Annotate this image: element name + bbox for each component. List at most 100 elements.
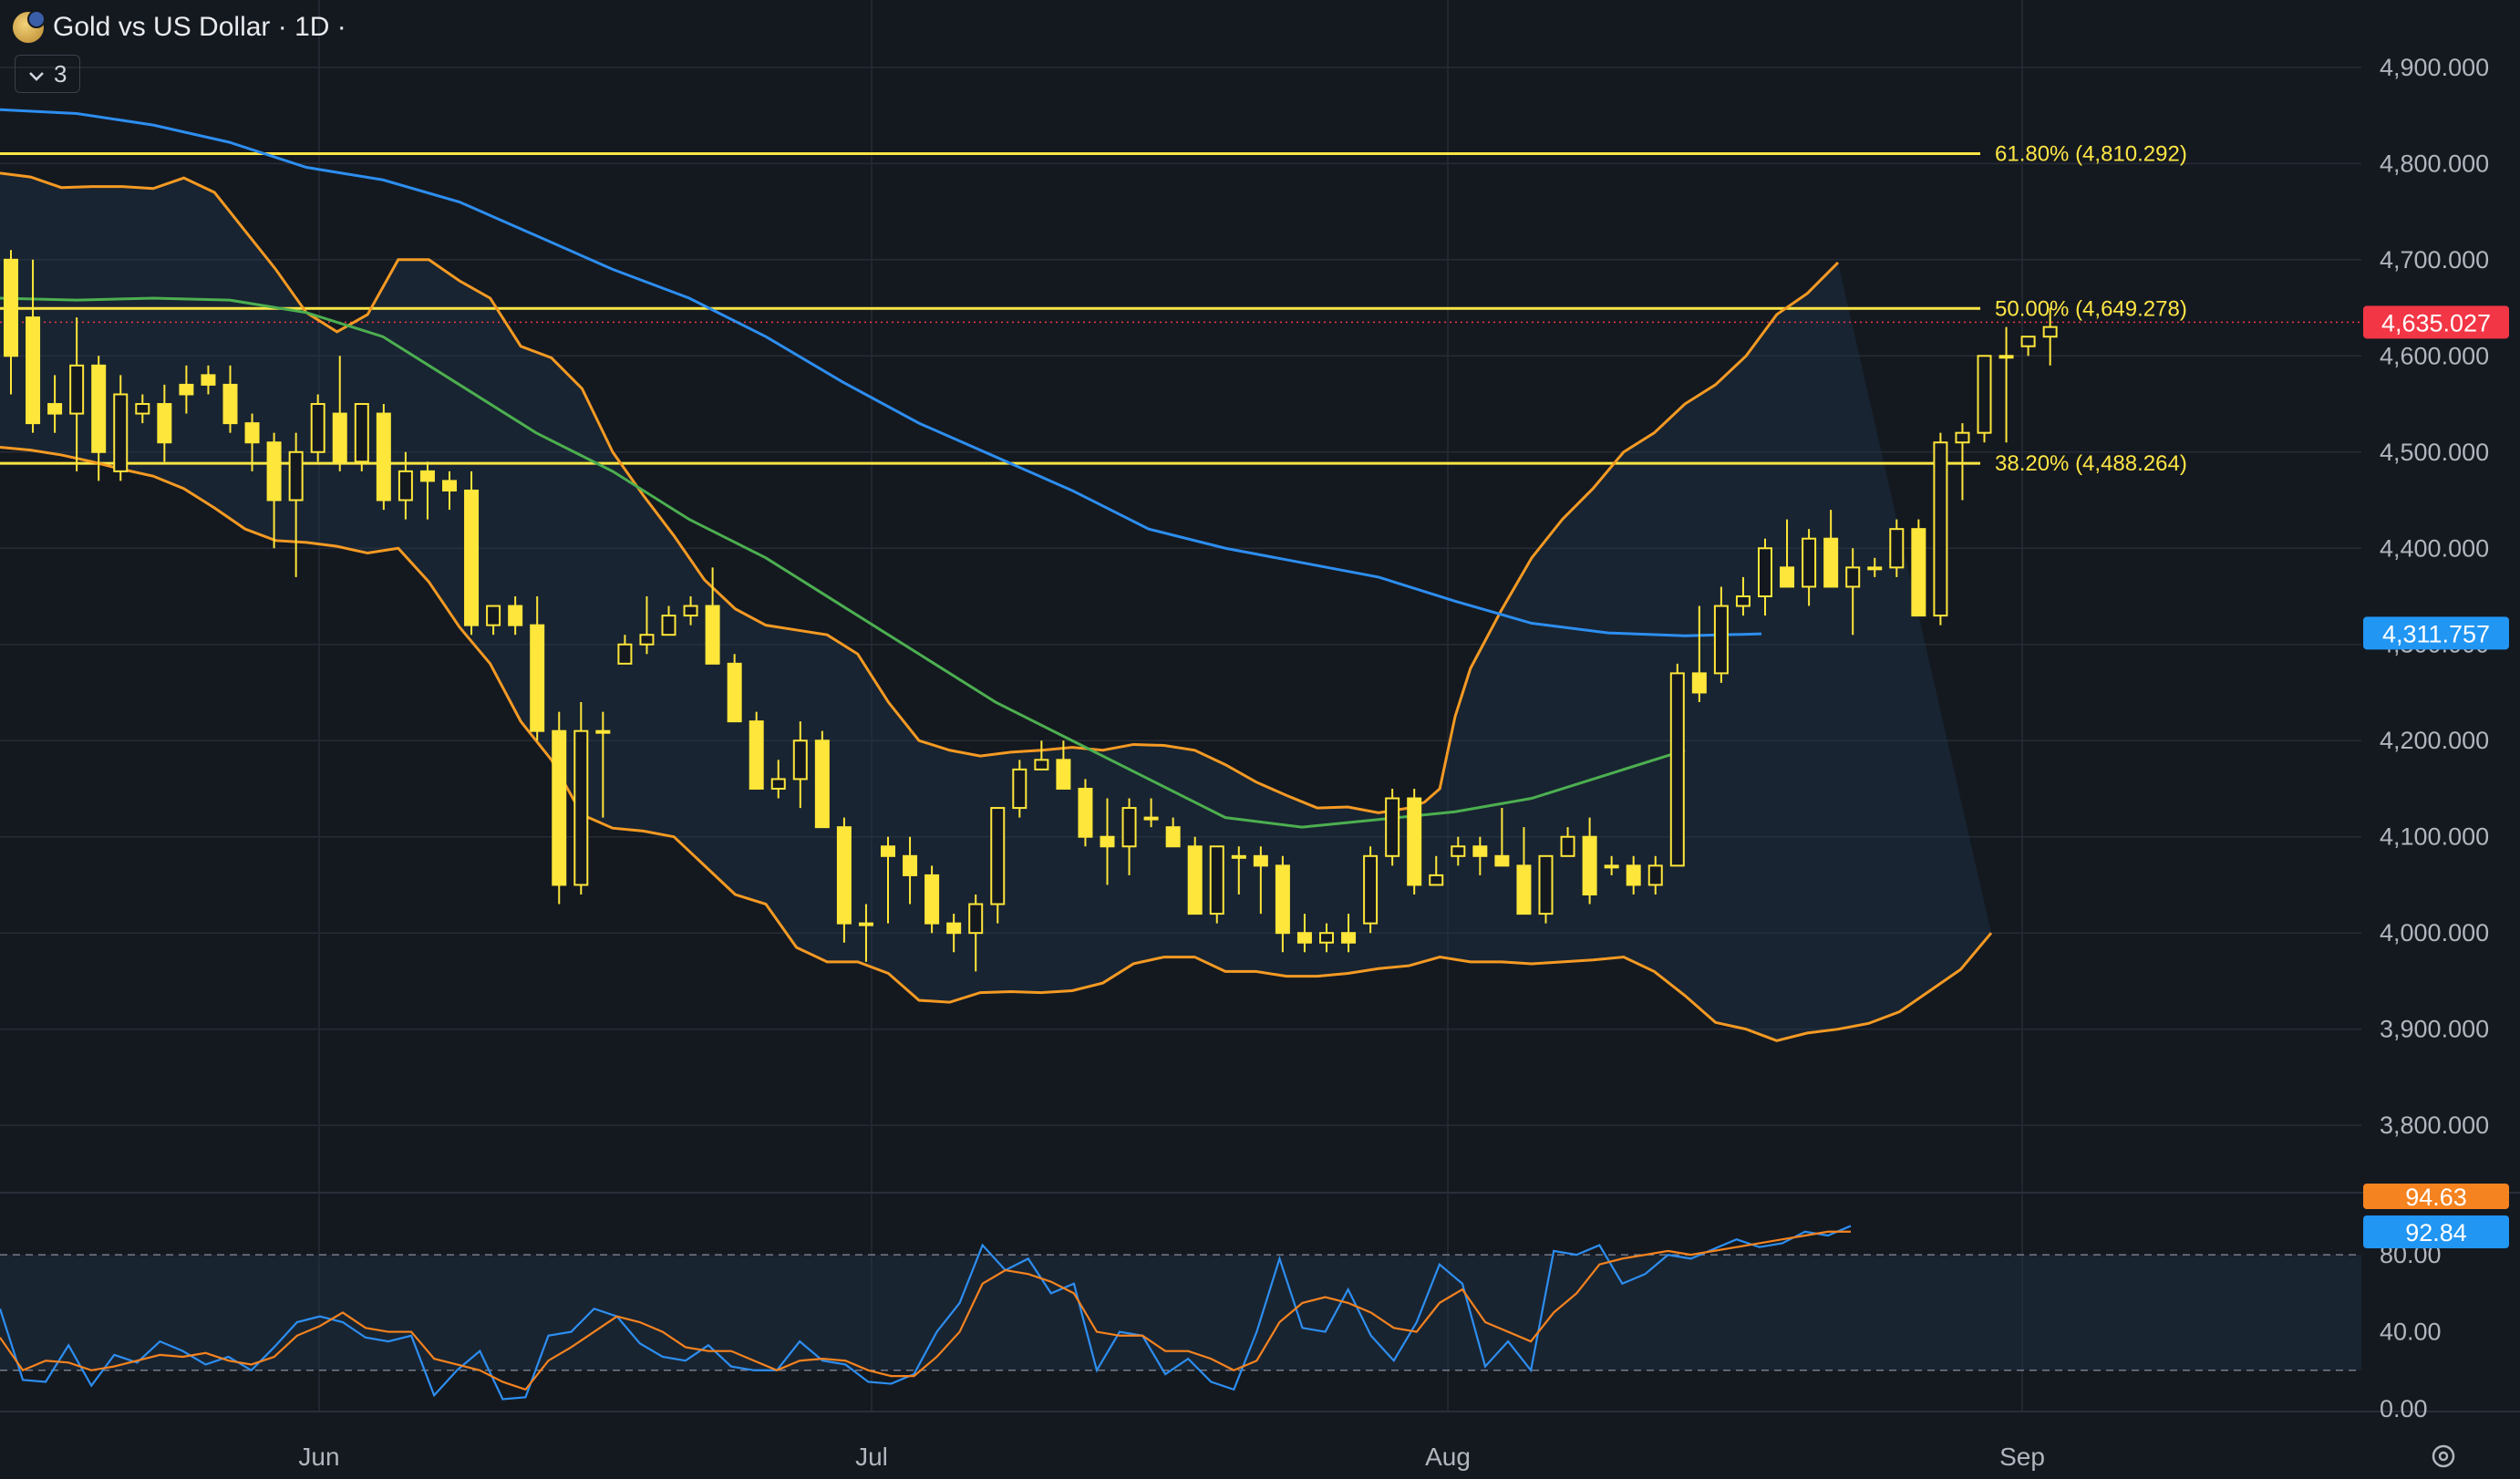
candle-body [727, 662, 742, 723]
bollinger-band-area [0, 172, 1991, 1041]
symbol-title[interactable]: Gold vs US Dollar · 1D · [53, 12, 346, 42]
candle-body [1516, 864, 1532, 915]
candle-body [1538, 854, 1554, 915]
oscillator-d-badge-bg [2363, 1184, 2509, 1209]
candle-body [135, 403, 150, 415]
candle-body [1560, 835, 1575, 857]
candle-body [792, 740, 808, 781]
candle-body [1012, 768, 1028, 810]
price-tick-label: 4,200.000 [2380, 727, 2489, 754]
candle-body [1275, 864, 1290, 935]
candle-body [1494, 854, 1510, 867]
candle-body [1078, 787, 1093, 838]
candle-body [157, 403, 172, 444]
candle-body [486, 605, 501, 626]
candle-body [661, 615, 676, 636]
oscillator-d-line [0, 1230, 1851, 1391]
candle-body [1823, 537, 1839, 588]
last-price-badge-bg [2363, 305, 2509, 339]
price-tick-label: 4,500.000 [2380, 439, 2489, 466]
candle-body [1121, 807, 1137, 848]
candle-body [69, 364, 85, 415]
settings-icon[interactable] [2432, 1444, 2455, 1468]
candle-body [1977, 355, 1992, 434]
candle-body [552, 729, 567, 886]
candle-body [113, 393, 129, 472]
chevron-down-icon [28, 60, 45, 88]
price-tick-label: 3,900.000 [2380, 1016, 2489, 1043]
candle-body [419, 470, 435, 482]
indicator-lines [0, 108, 1993, 1042]
candle-body [1165, 826, 1181, 848]
price-tick-label: 4,000.000 [2380, 919, 2489, 946]
time-tick-label: Jul [855, 1443, 888, 1471]
time-tick-label: Sep [1999, 1443, 2045, 1471]
candle-body [464, 489, 480, 626]
candle-body [595, 729, 611, 734]
candle-body [1143, 816, 1159, 821]
candle-body [1933, 441, 1948, 617]
price-tick-label: 4,400.000 [2380, 534, 2489, 562]
fib-label: 61.80% (4,810.292) [1995, 141, 2187, 166]
candle-body [1451, 845, 1466, 857]
candle-body [398, 470, 413, 502]
candle-body [1867, 566, 1883, 571]
chart-header: Gold vs US Dollar · 1D · [13, 9, 346, 46]
price-badges: 4,635.027 4,311.757 94.63 92.84 [2363, 305, 2509, 1248]
price-tick-label: 4,900.000 [2380, 54, 2489, 81]
candle-body [2042, 326, 2058, 338]
time-axis[interactable]: Jun Jul Aug Sep [298, 1443, 2044, 1471]
oscillator-k-badge-bg [2363, 1215, 2509, 1248]
candle-body [244, 422, 260, 444]
candle-body [1845, 566, 1861, 588]
candle-body [1472, 845, 1488, 857]
candle-body [1296, 932, 1312, 944]
candle-body [1713, 605, 1729, 675]
candle-body [222, 383, 238, 425]
fib-label: 50.00% (4,649.278) [1995, 296, 2187, 321]
candle-body [639, 634, 655, 646]
candle-body [617, 643, 633, 665]
candle-body [1385, 797, 1400, 857]
candle-body [1363, 854, 1379, 925]
ma-value-badge-bg [2363, 616, 2509, 650]
candle-body [749, 720, 764, 790]
candle-body [1100, 835, 1115, 848]
candle-body [530, 624, 545, 732]
sma_green-line [0, 296, 1686, 829]
candle-body [1341, 932, 1357, 944]
oscillator-k-badge: 92.84 [2405, 1219, 2467, 1246]
candle-body [990, 807, 1006, 905]
candle-body [1187, 845, 1203, 915]
indicator-count: 3 [54, 59, 67, 88]
candle-body [1582, 835, 1597, 895]
candle-body [814, 740, 830, 829]
fib-label: 38.20% (4,488.264) [1995, 451, 2187, 476]
last-price-badge: 4,635.027 [2381, 309, 2491, 336]
bb_upper-line [0, 171, 1840, 814]
candle-body [332, 412, 347, 463]
candle-body [1056, 759, 1071, 790]
price-tick-label: 3,800.000 [2380, 1112, 2489, 1139]
indicator-toggle-button[interactable]: 3 [15, 55, 81, 93]
candle-body [179, 383, 194, 396]
candle-body [881, 845, 895, 857]
candle-body [1735, 595, 1751, 607]
candle-body [4, 258, 18, 357]
candle-body [1626, 864, 1641, 886]
oscillator-tick-label: 0.00 [2380, 1395, 2428, 1422]
candle-body [705, 605, 720, 665]
candle-body [1604, 864, 1619, 869]
candle-body [1802, 537, 1817, 588]
candle-body [91, 364, 107, 453]
fibonacci-levels: 61.80% (4,810.292) 50.00% (4,649.278) 38.2… [0, 141, 2361, 476]
symbol-logo-icon [13, 10, 46, 43]
candle-body [1034, 759, 1049, 771]
candle-body [266, 441, 282, 502]
candles[interactable] [4, 250, 2058, 972]
price-tick-label: 4,100.000 [2380, 823, 2489, 851]
candle-body [47, 403, 63, 415]
candle-body [1758, 547, 1772, 597]
bollinger-band-fill [0, 172, 1991, 1041]
